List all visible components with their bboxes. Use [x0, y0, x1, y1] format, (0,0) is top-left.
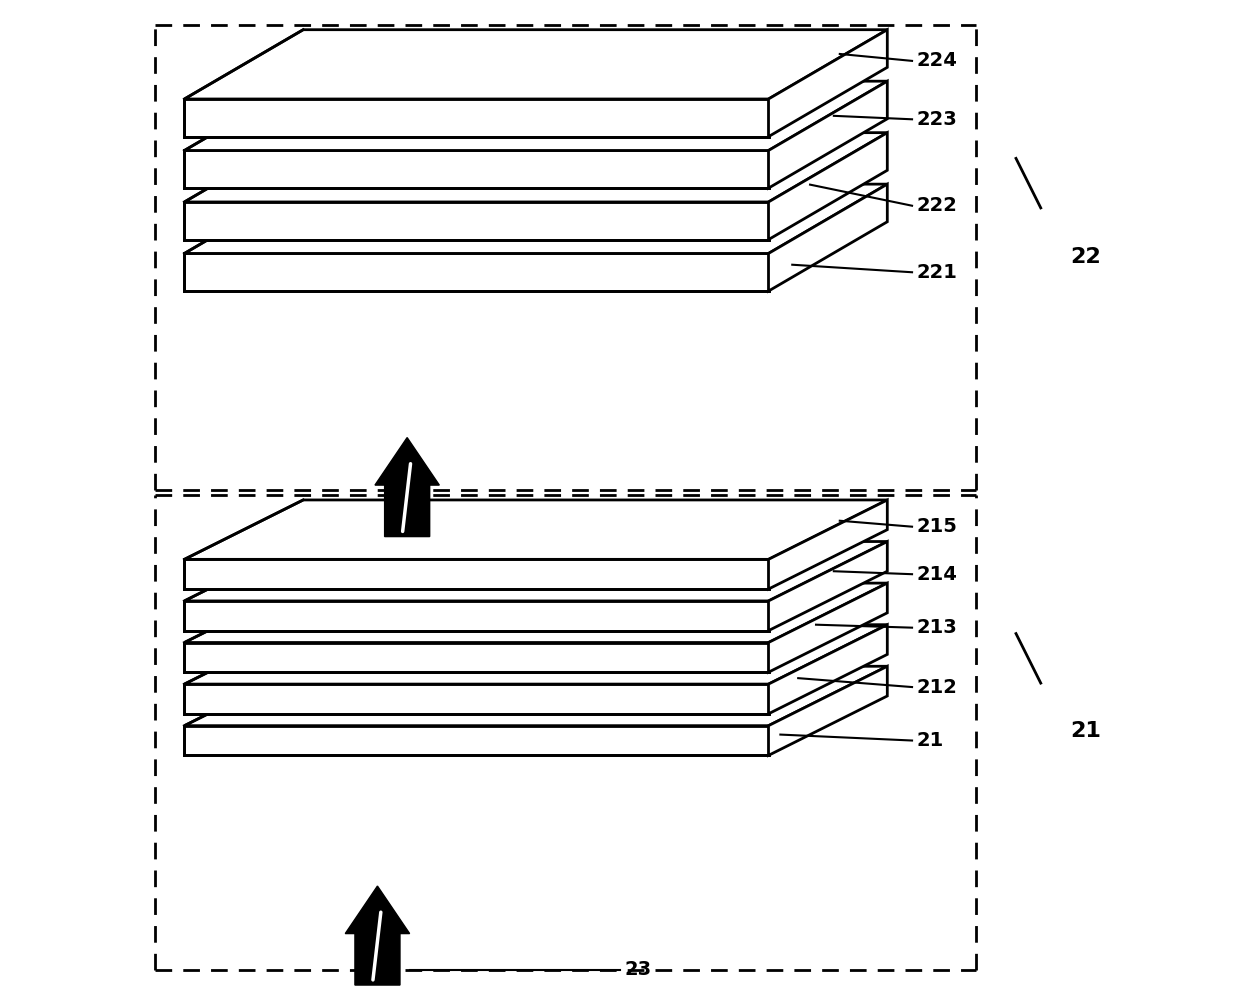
Text: 213: 213 — [918, 618, 957, 638]
Polygon shape — [185, 253, 769, 291]
Polygon shape — [185, 601, 769, 631]
Polygon shape — [185, 726, 769, 755]
Polygon shape — [769, 30, 888, 137]
Text: 214: 214 — [918, 564, 957, 584]
Text: 23: 23 — [625, 960, 652, 979]
Polygon shape — [769, 583, 888, 672]
Polygon shape — [185, 625, 888, 684]
Polygon shape — [185, 150, 769, 188]
Polygon shape — [185, 684, 769, 714]
Polygon shape — [185, 500, 888, 559]
Polygon shape — [185, 81, 888, 150]
Polygon shape — [185, 133, 888, 202]
Text: 223: 223 — [918, 110, 957, 129]
Polygon shape — [769, 542, 888, 631]
Polygon shape — [185, 30, 888, 99]
Polygon shape — [769, 133, 888, 240]
Polygon shape — [185, 99, 769, 137]
Polygon shape — [769, 625, 888, 714]
Polygon shape — [185, 583, 888, 643]
Text: 215: 215 — [918, 517, 957, 537]
Polygon shape — [345, 886, 409, 985]
Polygon shape — [769, 666, 888, 755]
Text: 22: 22 — [1070, 248, 1101, 267]
Polygon shape — [185, 643, 769, 672]
Polygon shape — [185, 559, 769, 589]
Polygon shape — [185, 184, 888, 253]
Polygon shape — [185, 666, 888, 726]
Text: 221: 221 — [918, 262, 957, 282]
Polygon shape — [185, 202, 769, 240]
Polygon shape — [769, 500, 888, 589]
Polygon shape — [769, 81, 888, 188]
Text: 222: 222 — [918, 196, 957, 215]
Text: 21: 21 — [1070, 721, 1101, 741]
Polygon shape — [769, 184, 888, 291]
Text: 21: 21 — [918, 731, 944, 750]
Text: 224: 224 — [918, 51, 957, 70]
Polygon shape — [374, 438, 439, 537]
Text: 212: 212 — [918, 677, 957, 697]
Polygon shape — [185, 542, 888, 601]
